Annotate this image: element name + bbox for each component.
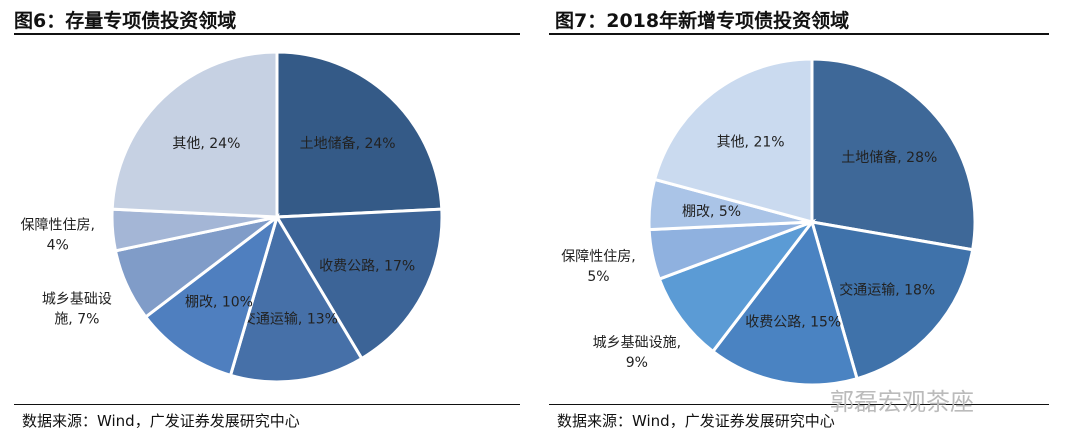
pie-slice-1-1 xyxy=(809,220,975,381)
source-divider-right xyxy=(549,404,1049,405)
title-divider-left xyxy=(14,33,520,35)
source-note-left: 数据来源：Wind，广发证券发展研究中心 xyxy=(22,412,300,430)
source-note-right: 数据来源：Wind，广发证券发展研究中心 xyxy=(557,412,835,430)
slice-label-0-6: 其他, 24% xyxy=(172,136,240,152)
pie-slice-1-3 xyxy=(657,218,817,354)
slice-label-1-5: 棚改, 5% xyxy=(682,204,741,220)
pie-slice-0-2 xyxy=(228,213,364,384)
slice-label-0-3: 棚改, 10% xyxy=(185,294,253,310)
watermark: 郭磊宏观茶座 xyxy=(830,388,974,416)
source-divider-left xyxy=(14,404,520,405)
chart-title-right: 图7：2018年新增专项债投资领域 xyxy=(555,10,850,32)
slice-label-1-4: 保障性住房, 5% xyxy=(561,249,635,285)
pie-slice-1-2 xyxy=(710,218,859,387)
slice-label-1-2: 收费公路, 15% xyxy=(745,314,841,330)
pie-slice-1-0 xyxy=(810,57,977,252)
slice-label-0-4: 城乡基础设施, 7% xyxy=(42,290,112,327)
slice-label-0-1: 收费公路, 17% xyxy=(319,258,415,274)
pie-slice-1-6 xyxy=(652,57,814,224)
title-divider-right xyxy=(549,33,1049,35)
slice-label-1-1: 交通运输, 18% xyxy=(839,281,935,298)
slice-label-0-2: 交通运输, 13% xyxy=(242,310,338,327)
slice-label-0-5: 保障性住房, 4% xyxy=(20,217,94,253)
pie-slice-0-0 xyxy=(275,50,444,219)
chart-title-left: 图6：存量专项债投资领域 xyxy=(14,10,237,32)
slice-label-0-0: 土地储备, 24% xyxy=(300,135,396,152)
slice-label-1-3: 城乡基础设施, 9% xyxy=(593,334,681,371)
slice-label-1-0: 土地储备, 28% xyxy=(841,149,937,166)
pie-slice-0-6 xyxy=(110,50,279,219)
pie-slice-0-1 xyxy=(274,207,444,361)
slice-label-1-6: 其他, 21% xyxy=(717,135,785,151)
pie-slice-0-3 xyxy=(143,213,280,378)
